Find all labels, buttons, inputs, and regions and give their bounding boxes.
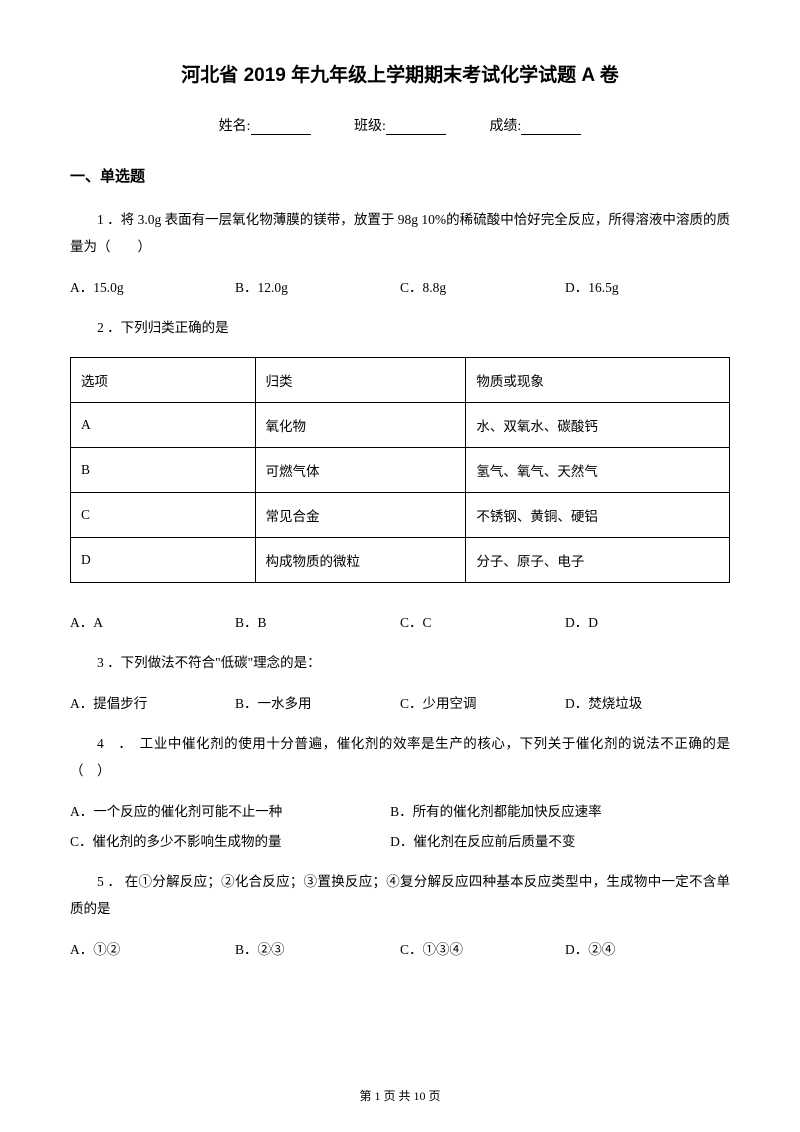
q1-option-a[interactable]: A．15.0g — [70, 276, 235, 296]
q5-option-b[interactable]: B．②③ — [235, 938, 400, 958]
table-row: D 构成物质的微粒 分子、原子、电子 — [71, 538, 730, 583]
table-cell: 氢气、氧气、天然气 — [466, 448, 730, 493]
q1-option-c[interactable]: C．8.8g — [400, 276, 565, 296]
table-row: A 氧化物 水、双氧水、碳酸钙 — [71, 403, 730, 448]
q4-option-b[interactable]: B．所有的催化剂都能加快反应速率 — [390, 800, 707, 820]
page-footer: 第 1 页 共 10 页 — [0, 1087, 800, 1104]
score-label: 成绩: — [489, 119, 521, 134]
question-5-text: 5 ． 在①分解反应；②化合反应；③置换反应；④复分解反应四种基本反应类型中，生… — [70, 868, 730, 922]
table-cell: 归类 — [255, 358, 466, 403]
score-blank[interactable] — [521, 119, 581, 135]
question-4-options-row1: A．一个反应的催化剂可能不止一种 B．所有的催化剂都能加快反应速率 — [70, 800, 730, 820]
table-cell: 分子、原子、电子 — [466, 538, 730, 583]
q2-option-d[interactable]: D．D — [565, 611, 730, 631]
question-4-options-row2: C．催化剂的多少不影响生成物的量 D．催化剂在反应前后质量不变 — [70, 830, 730, 850]
table-cell: 物质或现象 — [466, 358, 730, 403]
table-row: 选项 归类 物质或现象 — [71, 358, 730, 403]
q3-option-b[interactable]: B．一水多用 — [235, 692, 400, 712]
table-cell: 氧化物 — [255, 403, 466, 448]
question-1-options: A．15.0g B．12.0g C．8.8g D．16.5g — [70, 276, 730, 296]
question-2-text: 2 ．下列归类正确的是 — [70, 314, 730, 341]
q1-option-d[interactable]: D．16.5g — [565, 276, 730, 296]
table-cell: A — [71, 403, 256, 448]
q5-option-c[interactable]: C．①③④ — [400, 938, 565, 958]
q4-option-c[interactable]: C．催化剂的多少不影响生成物的量 — [70, 830, 387, 850]
table-cell: 水、双氧水、碳酸钙 — [466, 403, 730, 448]
student-info-row: 姓名: 班级: 成绩: — [70, 115, 730, 135]
table-cell: B — [71, 448, 256, 493]
question-3-text: 3 ．下列做法不符合"低碳"理念的是： — [70, 649, 730, 676]
question-1-text: 1 ．将 3.0g 表面有一层氧化物薄膜的镁带，放置于 98g 10%的稀硫酸中… — [70, 206, 730, 260]
question-2-options: A．A B．B C．C D．D — [70, 611, 730, 631]
table-cell: 选项 — [71, 358, 256, 403]
q2-option-a[interactable]: A．A — [70, 611, 235, 631]
table-cell: D — [71, 538, 256, 583]
exam-title: 河北省 2019 年九年级上学期期末考试化学试题 A 卷 — [70, 60, 730, 87]
table-cell: 不锈钢、黄铜、硬铝 — [466, 493, 730, 538]
question-4-text: 4 ． 工业中催化剂的使用十分普遍，催化剂的效率是生产的核心，下列关于催化剂的说… — [70, 730, 730, 784]
question-3-options: A．提倡步行 B．一水多用 C．少用空调 D．焚烧垃圾 — [70, 692, 730, 712]
q3-option-c[interactable]: C．少用空调 — [400, 692, 565, 712]
name-blank[interactable] — [251, 119, 311, 135]
q4-option-a[interactable]: A．一个反应的催化剂可能不止一种 — [70, 800, 387, 820]
q4-option-d[interactable]: D．催化剂在反应前后质量不变 — [390, 830, 707, 850]
table-cell: 构成物质的微粒 — [255, 538, 466, 583]
q3-option-a[interactable]: A．提倡步行 — [70, 692, 235, 712]
table-row: B 可燃气体 氢气、氧气、天然气 — [71, 448, 730, 493]
question-5-options: A．①② B．②③ C．①③④ D．②④ — [70, 938, 730, 958]
q5-option-d[interactable]: D．②④ — [565, 938, 730, 958]
class-blank[interactable] — [386, 119, 446, 135]
question-2-table: 选项 归类 物质或现象 A 氧化物 水、双氧水、碳酸钙 B 可燃气体 氢气、氧气… — [70, 357, 730, 583]
section-1-header: 一、单选题 — [70, 165, 730, 186]
q2-option-b[interactable]: B．B — [235, 611, 400, 631]
q5-option-a[interactable]: A．①② — [70, 938, 235, 958]
table-row: C 常见合金 不锈钢、黄铜、硬铝 — [71, 493, 730, 538]
table-cell: 常见合金 — [255, 493, 466, 538]
class-label: 班级: — [354, 119, 386, 134]
q1-option-b[interactable]: B．12.0g — [235, 276, 400, 296]
q2-option-c[interactable]: C．C — [400, 611, 565, 631]
table-cell: 可燃气体 — [255, 448, 466, 493]
name-label: 姓名: — [219, 119, 251, 134]
table-cell: C — [71, 493, 256, 538]
q3-option-d[interactable]: D．焚烧垃圾 — [565, 692, 730, 712]
